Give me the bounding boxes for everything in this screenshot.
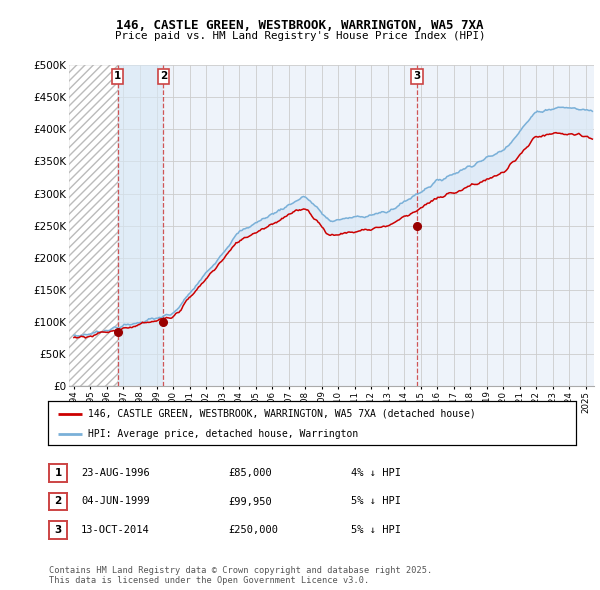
Text: 2: 2 xyxy=(55,497,62,506)
Text: 5% ↓ HPI: 5% ↓ HPI xyxy=(351,525,401,535)
Text: 04-JUN-1999: 04-JUN-1999 xyxy=(81,497,150,506)
Text: 1: 1 xyxy=(114,71,121,81)
Text: 146, CASTLE GREEN, WESTBROOK, WARRINGTON, WA5 7XA (detached house): 146, CASTLE GREEN, WESTBROOK, WARRINGTON… xyxy=(88,409,475,418)
Text: £99,950: £99,950 xyxy=(228,497,272,506)
Text: 5% ↓ HPI: 5% ↓ HPI xyxy=(351,497,401,506)
Text: £250,000: £250,000 xyxy=(228,525,278,535)
Text: 3: 3 xyxy=(413,71,421,81)
Bar xyxy=(118,65,163,386)
Text: Price paid vs. HM Land Registry's House Price Index (HPI): Price paid vs. HM Land Registry's House … xyxy=(115,31,485,41)
Text: Contains HM Land Registry data © Crown copyright and database right 2025.
This d: Contains HM Land Registry data © Crown c… xyxy=(49,566,433,585)
Text: HPI: Average price, detached house, Warrington: HPI: Average price, detached house, Warr… xyxy=(88,430,358,440)
Text: 3: 3 xyxy=(55,525,62,535)
Text: 1: 1 xyxy=(55,468,62,478)
Bar xyxy=(69,65,118,386)
Text: 2: 2 xyxy=(160,71,167,81)
Text: 4% ↓ HPI: 4% ↓ HPI xyxy=(351,468,401,478)
Text: 23-AUG-1996: 23-AUG-1996 xyxy=(81,468,150,478)
Text: 13-OCT-2014: 13-OCT-2014 xyxy=(81,525,150,535)
Text: £85,000: £85,000 xyxy=(228,468,272,478)
Text: 146, CASTLE GREEN, WESTBROOK, WARRINGTON, WA5 7XA: 146, CASTLE GREEN, WESTBROOK, WARRINGTON… xyxy=(116,19,484,32)
